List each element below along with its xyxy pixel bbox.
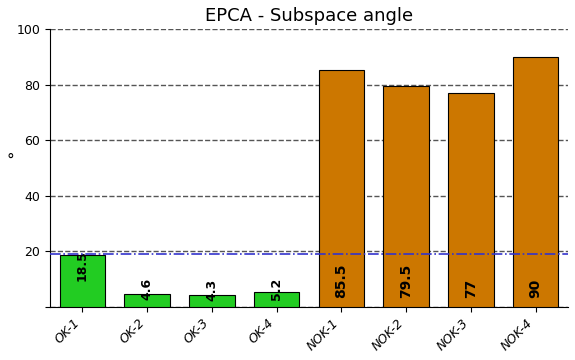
Text: 18.5: 18.5 (76, 250, 89, 281)
Bar (60, 255, 105, 307)
Title: EPCA - Subspace angle: EPCA - Subspace angle (205, 7, 413, 25)
Text: 90: 90 (528, 279, 543, 298)
Text: 4.6: 4.6 (141, 278, 154, 300)
Text: 79.5: 79.5 (399, 264, 413, 298)
Bar (513, 57, 558, 307)
Bar (384, 86, 429, 307)
Text: 77: 77 (464, 279, 478, 298)
Y-axis label: °: ° (7, 153, 15, 168)
Bar (319, 69, 364, 307)
Bar (124, 294, 170, 307)
Text: 85.5: 85.5 (335, 264, 348, 298)
Bar (189, 295, 235, 307)
Text: 4.3: 4.3 (205, 279, 218, 301)
Bar (254, 292, 300, 307)
Bar (448, 93, 493, 307)
Text: 5.2: 5.2 (270, 277, 283, 300)
